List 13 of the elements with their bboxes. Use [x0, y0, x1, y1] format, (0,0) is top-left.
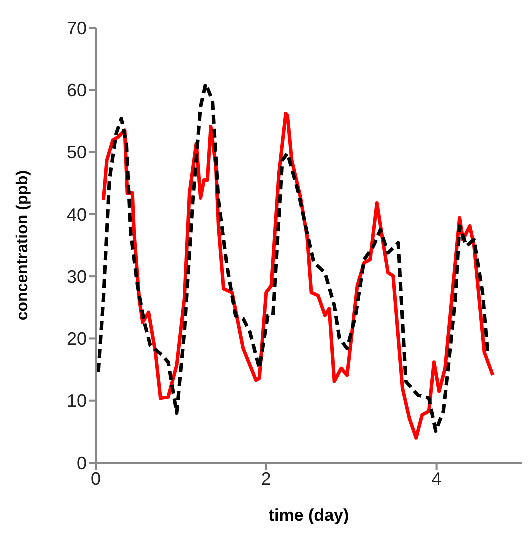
y-tick-label: 70 — [66, 18, 87, 38]
y-tick-label: 20 — [66, 329, 87, 350]
y-tick-label: 60 — [66, 80, 87, 101]
y-tick-label: 0 — [76, 453, 87, 474]
y-tick-label: 10 — [66, 391, 87, 412]
y-tick-label: 30 — [66, 266, 87, 287]
x-tick-label: 4 — [432, 468, 442, 489]
x-tick-label: 0 — [90, 468, 102, 489]
y-tick-label: 40 — [66, 204, 87, 225]
x-axis-title: time (day) — [268, 506, 350, 525]
y-axis-title: concentration (ppb) — [14, 170, 32, 321]
y-tick-label: 50 — [66, 142, 87, 163]
x-tick-label: 2 — [261, 468, 272, 489]
